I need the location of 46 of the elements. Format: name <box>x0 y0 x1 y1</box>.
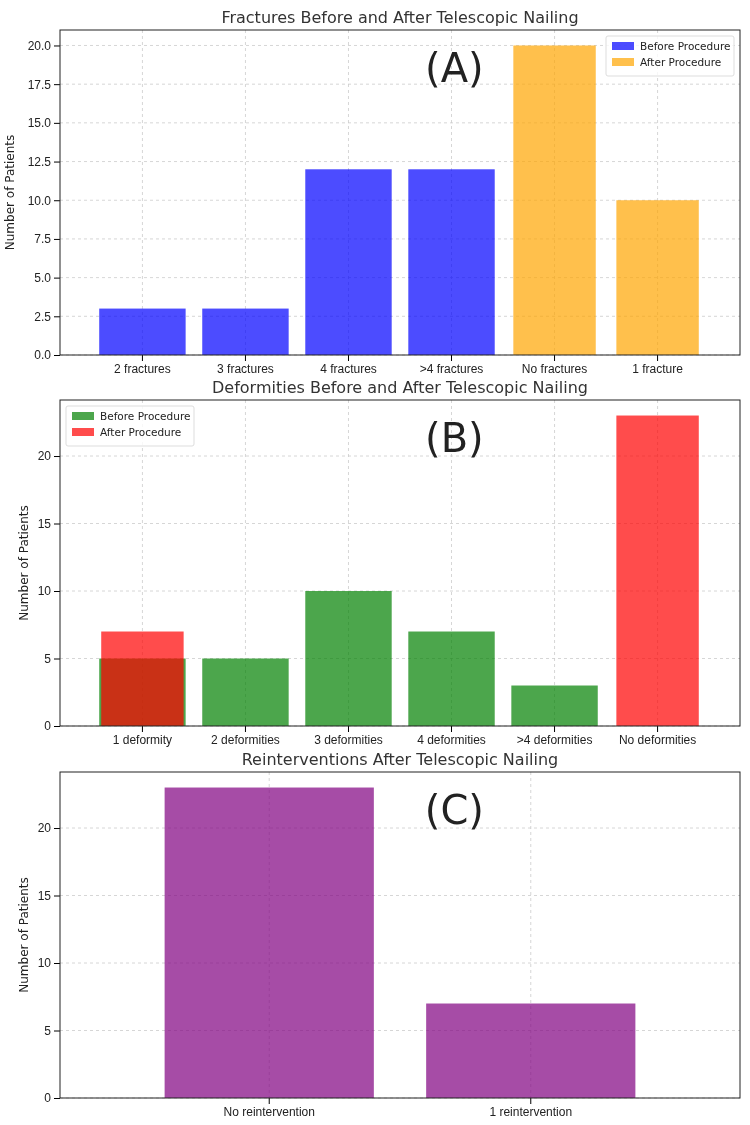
y-tick-label: 10 <box>37 584 52 599</box>
legend-label: Before Procedure <box>100 410 191 422</box>
x-tick-label: 2 fractures <box>114 361 171 376</box>
y-tick-label: 10 <box>37 956 52 971</box>
x-tick-label: No deformities <box>618 732 697 747</box>
legend-label: After Procedure <box>100 426 182 438</box>
legend-label: Before Procedure <box>640 40 731 52</box>
annotation: (A) <box>425 45 484 91</box>
x-tick-label: No reintervention <box>223 1104 315 1119</box>
x-tick-label: >4 fractures <box>419 361 484 376</box>
x-tick-label: 1 reintervention <box>489 1104 573 1119</box>
chart-title: Fractures Before and After Telescopic Nailing <box>221 8 579 27</box>
y-tick-label: 0 <box>44 1091 52 1106</box>
y-axis-title: Number of Patients <box>17 877 31 993</box>
y-tick-label: 20 <box>37 449 52 464</box>
x-tick-label: 3 deformities <box>314 732 383 747</box>
y-tick-label: 17.5 <box>27 77 52 92</box>
y-tick-label: 12.5 <box>27 154 52 169</box>
x-tick-label: 4 deformities <box>417 732 486 747</box>
legend-label: After Procedure <box>640 56 722 68</box>
y-tick-label: 5.0 <box>34 270 52 285</box>
chart-title: Reinterventions After Telescopic Nailing <box>241 750 559 769</box>
x-tick-label: 1 deformity <box>112 732 173 747</box>
x-tick-label: 3 fractures <box>217 361 274 376</box>
x-tick-label: >4 deformities <box>516 732 593 747</box>
x-tick-label: 2 deformities <box>211 732 280 747</box>
y-tick-label: 15 <box>37 516 52 531</box>
y-tick-label: 20 <box>37 821 52 836</box>
y-tick-label: 7.5 <box>34 232 52 247</box>
x-tick-label: 1 fracture <box>632 361 684 376</box>
y-tick-label: 15 <box>37 888 52 903</box>
y-tick-label: 15.0 <box>27 116 52 131</box>
y-tick-label: 20.0 <box>27 38 52 53</box>
y-axis-title: Number of Patients <box>17 505 31 621</box>
y-tick-label: 5 <box>44 1023 52 1038</box>
y-tick-label: 0.0 <box>34 348 52 363</box>
x-tick-label: No fractures <box>521 361 588 376</box>
y-tick-label: 0 <box>44 719 52 734</box>
annotation: (B) <box>425 415 484 461</box>
annotation: (C) <box>424 787 484 833</box>
y-tick-label: 10.0 <box>27 193 52 208</box>
chart-title: Deformities Before and After Telescopic Nailing <box>212 378 588 397</box>
x-tick-label: 4 fractures <box>320 361 377 376</box>
y-tick-label: 2.5 <box>34 309 52 324</box>
y-axis-title: Number of Patients <box>3 134 17 251</box>
y-tick-label: 5 <box>44 651 52 666</box>
